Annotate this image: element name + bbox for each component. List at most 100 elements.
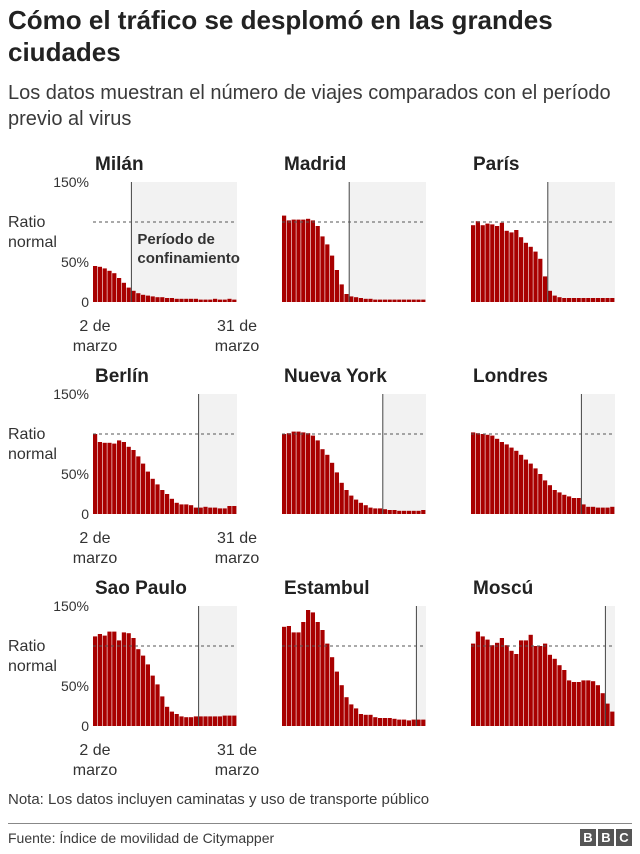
data-bar <box>150 296 155 302</box>
data-bar <box>378 718 383 726</box>
y-tick-label: 150% <box>53 598 89 614</box>
data-bar <box>499 638 504 726</box>
data-bar <box>591 681 596 726</box>
city-title: Berlín <box>95 366 149 387</box>
x-axis-start-label: 2 de <box>79 530 110 547</box>
data-bar <box>495 642 500 726</box>
x-axis-start-label: 2 de <box>79 742 110 759</box>
data-bar <box>184 298 189 302</box>
bbc-logo-letter: B <box>580 829 596 846</box>
data-bar <box>547 654 552 726</box>
data-bar <box>538 646 543 726</box>
city-title: Sao Paulo <box>95 578 187 599</box>
city-chart: Moscú <box>471 578 615 726</box>
data-bar <box>184 717 189 726</box>
data-bar <box>378 299 383 302</box>
data-bar <box>411 299 416 302</box>
data-bar <box>509 232 514 302</box>
ratio-normal-label: Ratio <box>8 214 45 231</box>
data-bar <box>373 299 378 302</box>
data-bar <box>112 631 117 726</box>
data-bar <box>387 510 392 514</box>
data-bar <box>169 711 174 726</box>
data-bar <box>543 480 548 514</box>
data-bar <box>286 433 291 514</box>
data-bar <box>567 680 572 726</box>
data-bar <box>519 640 524 726</box>
data-bar <box>334 270 339 302</box>
data-bar <box>495 438 500 514</box>
data-bar <box>595 298 600 302</box>
data-bar <box>533 646 538 726</box>
data-bar <box>179 504 184 514</box>
data-bar <box>217 716 222 726</box>
data-bar <box>121 282 126 302</box>
data-bar <box>397 719 402 726</box>
data-bar <box>184 504 189 514</box>
data-bar <box>301 622 306 726</box>
data-bar <box>552 658 557 726</box>
data-bar <box>155 484 160 514</box>
data-bar <box>208 507 213 514</box>
city-chart: Sao Paulo 150% 50% 0 Ratio normal 2 de marzo 31 … <box>8 578 259 779</box>
data-bar <box>165 298 170 302</box>
x-axis-end-label: 31 de <box>217 318 257 335</box>
data-bar <box>232 299 237 302</box>
city-title: Moscú <box>473 578 533 599</box>
data-bar <box>102 442 107 514</box>
data-bar <box>397 510 402 514</box>
data-bar <box>131 450 136 514</box>
data-bar <box>514 654 519 726</box>
data-bar <box>363 298 368 302</box>
data-bar <box>189 505 194 514</box>
data-bar <box>382 509 387 514</box>
data-bar <box>543 276 548 302</box>
data-bar <box>102 635 107 726</box>
data-bar <box>198 299 203 302</box>
data-bar <box>150 478 155 514</box>
x-axis-end-label: marzo <box>215 550 260 567</box>
data-bar <box>222 715 227 726</box>
data-bar <box>126 287 131 302</box>
data-bar <box>368 298 373 302</box>
data-bar <box>600 507 605 514</box>
data-bar <box>193 507 198 514</box>
data-bar <box>174 502 179 514</box>
data-bar <box>509 650 514 726</box>
data-bar <box>378 508 383 514</box>
data-bar <box>155 297 160 302</box>
data-bar <box>485 434 490 514</box>
data-bar <box>117 440 122 514</box>
data-bar <box>344 490 349 514</box>
data-bar <box>528 463 533 514</box>
data-bar <box>208 299 213 302</box>
data-bar <box>382 718 387 726</box>
data-bar <box>291 431 296 514</box>
data-bar <box>543 643 548 726</box>
data-bar <box>411 510 416 514</box>
data-bar <box>217 299 222 302</box>
data-bar <box>475 631 480 726</box>
data-bar <box>392 299 397 302</box>
data-bar <box>117 640 122 726</box>
data-bar <box>189 298 194 302</box>
data-bar <box>93 434 98 514</box>
data-bar <box>107 442 112 514</box>
data-bar <box>102 268 107 302</box>
x-axis-end-label: marzo <box>215 762 260 779</box>
data-bar <box>136 456 141 514</box>
y-tick-label: 0 <box>81 718 89 734</box>
data-bar <box>315 440 320 514</box>
chart-title: Cómo el tráfico se desplomó en las grand… <box>8 5 553 67</box>
data-bar <box>421 299 426 302</box>
x-axis-start-label: 2 de <box>79 318 110 335</box>
city-title: París <box>473 154 519 175</box>
lockdown-shade <box>416 606 426 726</box>
data-bar <box>282 434 287 514</box>
data-bar <box>296 219 301 302</box>
data-bar <box>198 716 203 726</box>
data-bar <box>605 298 610 302</box>
city-chart: Londres <box>471 366 615 514</box>
data-bar <box>610 711 615 726</box>
data-bar <box>586 506 591 514</box>
